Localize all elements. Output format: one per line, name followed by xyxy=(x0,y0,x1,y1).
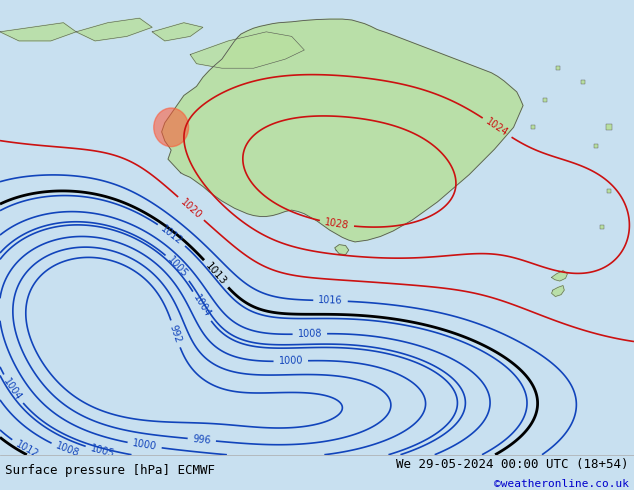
Polygon shape xyxy=(76,18,152,41)
Polygon shape xyxy=(552,270,567,281)
Polygon shape xyxy=(552,286,564,296)
Text: 1008: 1008 xyxy=(297,329,322,339)
Text: ©weatheronline.co.uk: ©weatheronline.co.uk xyxy=(494,479,629,489)
Polygon shape xyxy=(152,23,203,41)
Polygon shape xyxy=(0,23,76,41)
Polygon shape xyxy=(335,245,349,255)
Text: We 29-05-2024 00:00 UTC (18+54): We 29-05-2024 00:00 UTC (18+54) xyxy=(396,458,629,471)
Polygon shape xyxy=(190,32,304,68)
Text: 992: 992 xyxy=(168,323,183,344)
Text: 1012: 1012 xyxy=(14,439,40,460)
Text: 1016: 1016 xyxy=(318,295,343,306)
Text: 1012: 1012 xyxy=(159,223,184,246)
Ellipse shape xyxy=(153,108,189,147)
Text: 996: 996 xyxy=(192,434,211,445)
Text: 1005: 1005 xyxy=(166,255,190,280)
Text: 1008: 1008 xyxy=(54,441,81,459)
Text: 1004: 1004 xyxy=(2,376,23,402)
Text: Surface pressure [hPa] ECMWF: Surface pressure [hPa] ECMWF xyxy=(5,464,215,477)
Text: 1000: 1000 xyxy=(278,356,303,367)
Text: 1020: 1020 xyxy=(179,196,204,220)
Text: 1005: 1005 xyxy=(89,443,115,459)
Text: 1028: 1028 xyxy=(324,217,350,231)
Text: 1013: 1013 xyxy=(204,261,228,287)
Text: 1004: 1004 xyxy=(191,294,212,319)
Text: 1024: 1024 xyxy=(484,117,510,139)
Text: 1000: 1000 xyxy=(132,439,157,452)
Polygon shape xyxy=(162,19,523,242)
